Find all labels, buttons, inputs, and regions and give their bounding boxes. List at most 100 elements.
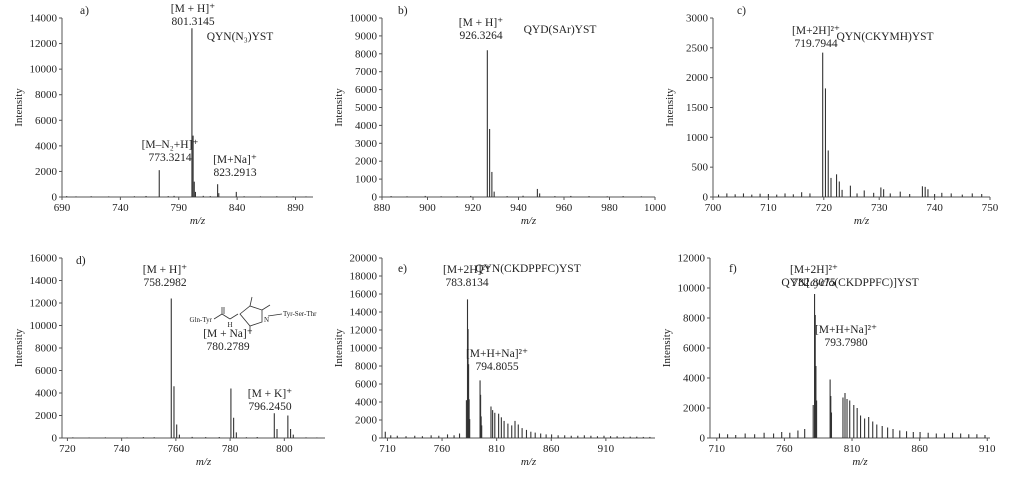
spectrum-panel-b: 0 1000 2000 3000 4000 5000 6000 7000 8000 9000 100… xyxy=(333,5,667,227)
panel-label: d) xyxy=(76,255,86,267)
panel-label: b) xyxy=(398,5,408,17)
y-axis-label: Intensity xyxy=(661,328,673,367)
x-tick-label: 710 xyxy=(760,202,777,214)
x-tick-label: 710 xyxy=(379,443,396,455)
peak-annotation: [M+H+Na]²⁺ 793.7980 xyxy=(815,324,877,349)
peptide-sequence-label: QYN(CKDPPFC)YST xyxy=(475,263,580,275)
x-tick-label: 700 xyxy=(705,202,722,214)
x-tick-label: 740 xyxy=(113,443,130,455)
peak-annotation: [M + H]⁺ 926.3264 xyxy=(459,17,504,42)
y-tick-label: 4000 xyxy=(355,120,378,132)
y-tick-label: 0 xyxy=(372,192,378,204)
y-tick-label: 4000 xyxy=(35,140,58,152)
x-tick-label: 940 xyxy=(510,202,527,214)
y-tick-label: 2000 xyxy=(355,156,378,168)
panel-label: f) xyxy=(729,263,737,275)
panel-label: e) xyxy=(398,263,407,275)
x-tick-label: 760 xyxy=(168,443,185,455)
panel-label: a) xyxy=(80,5,89,17)
x-tick-label: 910 xyxy=(979,443,996,455)
y-tick-label: 0 xyxy=(372,433,378,445)
y-tick-label: 1000 xyxy=(686,132,709,144)
x-tick-label: 890 xyxy=(287,202,304,214)
peak-annotation: [M+2H]²⁺ 782.8075 xyxy=(790,264,838,289)
peak-annotation: [M + H]⁺ 801.3145 xyxy=(171,3,216,28)
y-tick-label: 20000 xyxy=(350,253,378,265)
y-tick-label: 2000 xyxy=(35,410,58,422)
y-tick-label: 0 xyxy=(52,433,58,445)
x-tick-label: 760 xyxy=(434,443,451,455)
y-tick-label: 14000 xyxy=(30,275,58,287)
y-axis-label: Intensity xyxy=(664,88,676,127)
y-tick-label: 2000 xyxy=(35,166,58,178)
y-tick-label: 10000 xyxy=(678,283,706,295)
x-tick-label: 810 xyxy=(488,443,505,455)
peak-annotation: [M+H+Na]²⁺ 794.8055 xyxy=(466,348,528,373)
y-tick-label: 0 xyxy=(52,192,58,204)
y-tick-label: 6000 xyxy=(35,115,58,127)
peak-annotation: [M + H]⁺ 758.2982 xyxy=(143,264,188,289)
peptide-sequence-label: QYD(SAr)YST xyxy=(524,24,597,36)
y-tick-label: 18000 xyxy=(350,271,378,283)
x-axis-label: m/z xyxy=(852,456,868,468)
y-tick-label: 12000 xyxy=(30,38,58,50)
y-tick-label: 8000 xyxy=(355,48,378,60)
x-tick-label: 720 xyxy=(59,443,76,455)
y-tick-label: 2000 xyxy=(683,403,706,415)
peak-annotation: [M + K]⁺ 796.2450 xyxy=(248,388,293,413)
y-tick-label: 8000 xyxy=(683,313,706,325)
y-axis-label: Intensity xyxy=(333,328,345,367)
y-tick-label: 8000 xyxy=(35,343,58,355)
y-tick-label: 12000 xyxy=(30,298,58,310)
y-tick-label: 12000 xyxy=(678,253,706,265)
y-tick-label: 10000 xyxy=(350,343,378,355)
x-axis-label: m/z xyxy=(521,215,537,227)
y-tick-label: 9000 xyxy=(355,30,378,42)
structure-n-label: N xyxy=(264,316,269,324)
y-tick-label: 2000 xyxy=(686,72,709,84)
structure-bond xyxy=(229,313,239,320)
x-tick-label: 810 xyxy=(844,443,861,455)
structure-left-label: Gln-Tyr xyxy=(190,316,213,324)
y-tick-label: 7000 xyxy=(355,66,378,78)
y-axis-label: Intensity xyxy=(13,328,25,367)
y-axis-label: Intensity xyxy=(13,88,25,127)
peak-annotation: [M–N₂+H]⁺ 773.3214 xyxy=(142,139,199,164)
y-tick-label: 6000 xyxy=(35,365,58,377)
panel-label: c) xyxy=(737,5,746,17)
x-tick-label: 730 xyxy=(871,202,888,214)
x-tick-label: 880 xyxy=(374,202,391,214)
y-tick-label: 5000 xyxy=(355,102,378,114)
y-tick-label: 16000 xyxy=(350,289,378,301)
peak-annotation: [M+2H]²⁺ 719.7944 xyxy=(792,25,840,50)
x-tick-label: 800 xyxy=(276,443,293,455)
structure-ring xyxy=(239,305,263,327)
spectrum-panel-c: 0 500 1000 1500 2000 2500 3000 700 710 720 730 740 7… xyxy=(664,5,999,227)
y-tick-label: 10000 xyxy=(30,64,58,76)
structure-bond xyxy=(267,313,283,317)
x-tick-label: 760 xyxy=(776,443,793,455)
structure-bond xyxy=(261,304,271,311)
y-tick-label: 12000 xyxy=(350,325,378,337)
x-tick-label: 750 xyxy=(982,202,999,214)
y-tick-label: 16000 xyxy=(30,253,58,265)
spectrum-panel-f: 0 2000 4000 6000 8000 10000 12000 710 760 810 860 9… xyxy=(661,253,996,469)
spectrum-panel-e: 0 2000 4000 6000 8000 10000 12000 14000 16000 180… xyxy=(333,253,655,468)
x-tick-label: 840 xyxy=(229,202,246,214)
y-tick-label: 3000 xyxy=(355,138,378,150)
y-tick-label: 1500 xyxy=(686,102,709,114)
y-tick-label: 10000 xyxy=(350,13,378,25)
y-tick-label: 500 xyxy=(692,162,709,174)
chemical-structure: Gln-Tyr H N Tyr-Ser-Thr xyxy=(190,296,317,334)
x-tick-label: 740 xyxy=(926,202,943,214)
peptide-sequence-label: QYN[cyclo(CKDPPFC)]YST xyxy=(781,277,918,289)
y-tick-label: 2500 xyxy=(686,42,709,54)
x-axis-label: m/z xyxy=(854,215,870,227)
y-tick-label: 0 xyxy=(703,192,709,204)
structure-bond xyxy=(213,313,223,320)
y-tick-label: 14000 xyxy=(30,13,58,25)
x-axis-label: m/z xyxy=(196,456,212,468)
structure-nh-label: H xyxy=(227,321,232,329)
x-tick-label: 980 xyxy=(601,202,618,214)
